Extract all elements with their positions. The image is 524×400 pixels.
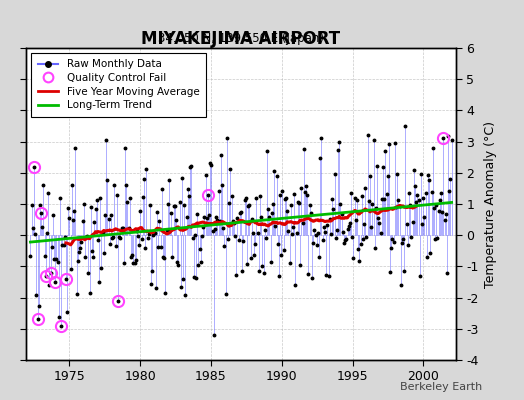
Legend: Raw Monthly Data, Quality Control Fail, Five Year Moving Average, Long-Term Tren: Raw Monthly Data, Quality Control Fail, … xyxy=(31,53,206,117)
Text: 34.050 N, 139.550 E (Japan): 34.050 N, 139.550 E (Japan) xyxy=(158,32,324,45)
Title: MIYAKEJIMA AIRPORT: MIYAKEJIMA AIRPORT xyxy=(141,30,341,48)
Text: Berkeley Earth: Berkeley Earth xyxy=(400,382,482,392)
Y-axis label: Temperature Anomaly (°C): Temperature Anomaly (°C) xyxy=(484,120,497,288)
